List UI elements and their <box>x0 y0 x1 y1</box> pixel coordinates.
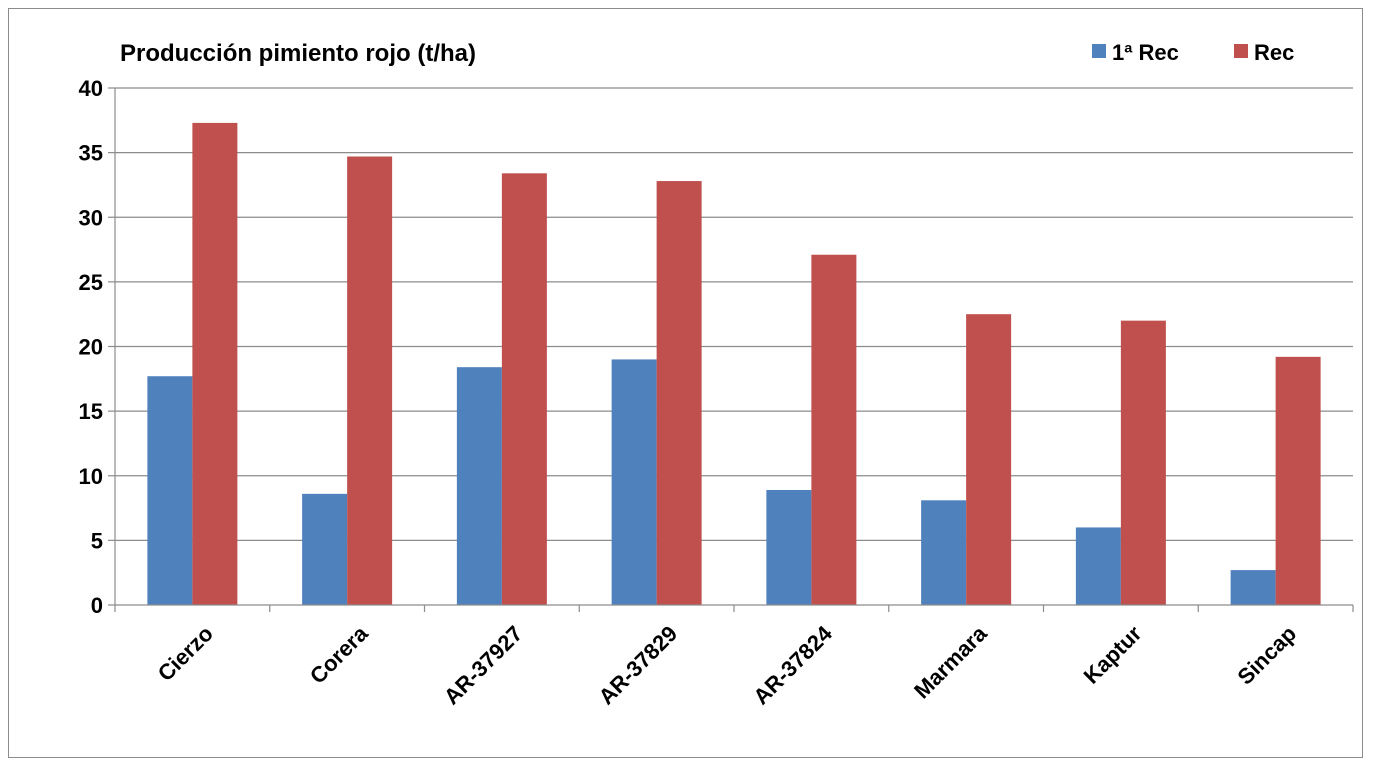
grid-lines <box>115 87 1353 541</box>
y-tick-labels: 0 5 10 15 20 25 30 35 40 <box>79 76 103 618</box>
bar-Rec-Corera <box>347 156 393 605</box>
legend-swatch-1ª Rec <box>1092 44 1106 58</box>
bar-1ª Rec-Corera <box>302 493 348 605</box>
x-tick-label-Kaptur: Kaptur <box>1079 621 1147 689</box>
bar-1ª Rec-Cierzo <box>147 376 193 605</box>
x-tick-labels: Cierzo Corera AR-37927 AR-37829 AR-37824 Marm… <box>153 620 1301 709</box>
y-tick-label-30: 30 <box>79 205 103 230</box>
y-tick-label-25: 25 <box>79 270 103 295</box>
y-tick-label-10: 10 <box>79 464 103 489</box>
x-tick-label-Sincap: Sincap <box>1232 621 1301 690</box>
y-tick-label-40: 40 <box>79 76 103 101</box>
chart-frame: 0 5 10 15 20 25 30 35 40 Cierzo Corera AR-37927 AR-… <box>8 8 1363 758</box>
bar-Rec-AR-37829 <box>656 181 702 605</box>
legend-label-1ª Rec: 1ª Rec <box>1112 40 1179 65</box>
y-tick-label-20: 20 <box>79 335 103 360</box>
bars <box>147 122 1321 606</box>
chart-title: Producción pimiento rojo (t/ha) <box>120 40 476 67</box>
legend-label-Rec: Rec <box>1254 40 1294 65</box>
legend: 1ª Rec Rec <box>1092 40 1294 65</box>
bar-1ª Rec-AR-37829 <box>611 359 657 605</box>
x-tick-label-AR-37927: AR-37927 <box>439 621 528 710</box>
bar-1ª Rec-Kaptur <box>1075 527 1121 605</box>
bar-Rec-Kaptur <box>1120 320 1166 605</box>
x-tick-label-Corera: Corera <box>305 620 373 688</box>
legend-swatch-Rec <box>1234 44 1248 58</box>
bar-1ª Rec-Marmara <box>921 500 967 605</box>
bar-1ª Rec-AR-37927 <box>456 367 502 605</box>
y-tick-label-35: 35 <box>79 141 103 166</box>
x-tick-label-Cierzo: Cierzo <box>153 621 218 686</box>
x-tick-label-AR-37824: AR-37824 <box>748 620 837 709</box>
bar-Rec-Sincap <box>1275 356 1321 605</box>
x-tick-label-AR-37829: AR-37829 <box>594 621 683 710</box>
y-tick-label-15: 15 <box>79 399 103 424</box>
bar-1ª Rec-AR-37824 <box>766 489 812 605</box>
x-tick-label-Marmara: Marmara <box>909 620 992 703</box>
y-tick-label-5: 5 <box>91 528 103 553</box>
bar-Rec-Marmara <box>966 314 1012 605</box>
bar-1ª Rec-Sincap <box>1230 570 1276 605</box>
bar-Rec-Cierzo <box>192 122 238 606</box>
bar-Rec-AR-37824 <box>811 254 857 606</box>
axes <box>108 87 1354 612</box>
bar-chart: 0 5 10 15 20 25 30 35 40 Cierzo Corera AR-37927 AR-… <box>79 40 1354 709</box>
y-tick-label-0: 0 <box>91 593 103 618</box>
bar-Rec-AR-37927 <box>501 173 547 605</box>
